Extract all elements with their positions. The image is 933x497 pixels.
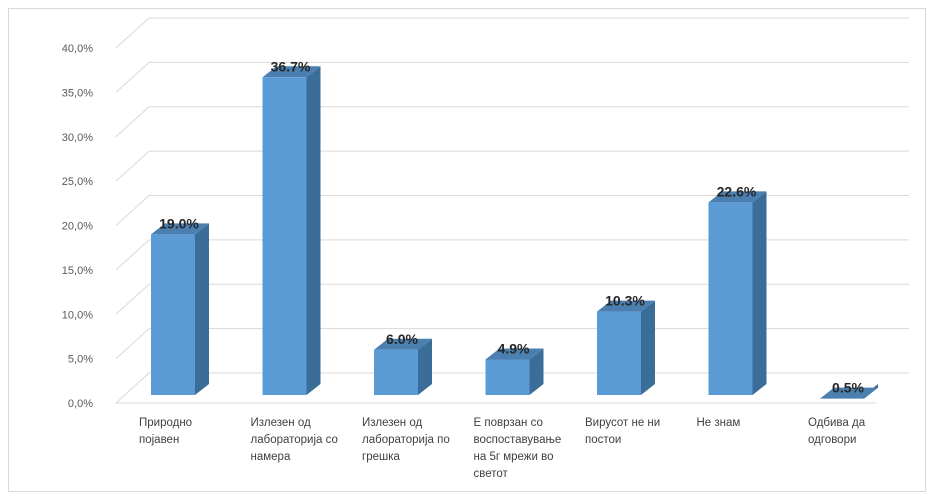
data-label: 4.9% xyxy=(498,341,530,357)
y-tick-label: 5,0% xyxy=(68,354,93,366)
category-label: Не знам xyxy=(697,417,741,429)
bar xyxy=(820,384,878,399)
category-label-line: грешка xyxy=(362,451,400,463)
chart-frame: 0,0% 5,0% 10,0% 15,0% 20,0% 25,0% 30,0% 35,0% 40… xyxy=(8,8,926,492)
y-tick-label: 35,0% xyxy=(62,87,93,99)
bars xyxy=(151,66,878,399)
data-label: 36.7% xyxy=(271,58,311,74)
gridline-diagonal xyxy=(115,17,150,49)
category-label-line: постои xyxy=(585,434,621,446)
bar-chart: 0,0% 5,0% 10,0% 15,0% 20,0% 25,0% 30,0% 35,0% 40… xyxy=(62,17,909,480)
category-label-line: Излезен од xyxy=(251,417,311,429)
category-label-line: лабораторија по xyxy=(362,434,450,446)
data-label: 0.5% xyxy=(832,380,864,396)
bar xyxy=(485,348,544,395)
x-axis-categories: Природно појавен Излезен од лабораторија со… xyxy=(139,417,866,480)
gridline-diagonal xyxy=(115,150,150,182)
y-tick-label: 25,0% xyxy=(62,176,93,188)
category-label-line: воспоставување xyxy=(474,434,562,446)
bar xyxy=(374,338,432,395)
bar-side xyxy=(306,66,321,395)
bar-side xyxy=(418,338,432,395)
category-label-line: Е поврзан со xyxy=(474,417,543,429)
category-label-line: Вирусот не ни xyxy=(585,417,660,429)
bar-front xyxy=(374,349,418,395)
bar-top xyxy=(151,223,209,235)
category-label: Е поврзан со воспоставување на 5г мрежи во… xyxy=(474,417,562,480)
y-tick-label: 0,0% xyxy=(68,398,93,410)
gridline-diagonal xyxy=(115,328,150,359)
bar-side xyxy=(752,191,767,395)
gridline-diagonal xyxy=(115,195,150,226)
y-tick-label: 15,0% xyxy=(62,265,93,277)
gridline-diagonal xyxy=(115,239,150,271)
bar-top xyxy=(262,66,321,78)
gridline-diagonal xyxy=(115,106,150,138)
category-label-line: Не знам xyxy=(697,417,741,429)
category-label-line: намера xyxy=(251,451,291,463)
bar-top xyxy=(374,338,432,350)
bar-front xyxy=(485,359,530,395)
bar-top xyxy=(485,348,544,360)
y-tick-label: 10,0% xyxy=(62,309,93,321)
bar-top xyxy=(820,387,878,399)
category-label: Одбива да одговори xyxy=(808,417,866,446)
data-label: 22.6% xyxy=(717,183,757,199)
bar xyxy=(708,191,767,395)
category-label-line: лабораторија со xyxy=(251,434,338,446)
category-label: Вирусот не ни постои xyxy=(585,417,660,446)
data-label: 6.0% xyxy=(386,331,418,347)
y-tick-label: 20,0% xyxy=(62,221,93,233)
bar-top xyxy=(597,300,655,312)
category-label-line: Излезен од xyxy=(362,417,422,429)
y-axis-ticks: 0,0% 5,0% 10,0% 15,0% 20,0% 25,0% 30,0% 35,0% 40… xyxy=(62,43,93,410)
data-label: 19.0% xyxy=(159,215,199,231)
category-label: Природно појавен xyxy=(139,417,192,446)
y-tick-label: 40,0% xyxy=(62,43,93,55)
bar xyxy=(262,66,321,395)
bar-side xyxy=(641,300,655,395)
y-tick-label: 30,0% xyxy=(62,132,93,144)
bar-side xyxy=(195,223,209,395)
bar-front xyxy=(262,77,307,395)
bar-top xyxy=(708,191,767,203)
bar-front xyxy=(151,234,195,395)
category-label: Излезен од лабораторија по грешка xyxy=(362,417,450,463)
gridline-diagonal xyxy=(115,62,150,93)
category-label-line: Природно xyxy=(139,417,192,429)
category-label-line: Одбива да xyxy=(808,417,866,429)
gridline-diagonal xyxy=(115,283,150,315)
bar-side xyxy=(529,348,544,395)
category-label: Излезен од лабораторија со намера xyxy=(251,417,338,463)
bar xyxy=(151,223,209,395)
bar-front xyxy=(708,202,753,395)
category-label-line: на 5г мрежи во xyxy=(474,451,554,463)
data-label: 10.3% xyxy=(605,293,645,309)
bar xyxy=(597,300,655,395)
category-label-line: појавен xyxy=(139,434,179,446)
data-labels: 19.0% 36.7% 6.0% 4.9% 10.3% 22.6% 0.5% xyxy=(159,58,864,395)
category-label-line: одговори xyxy=(808,434,856,446)
category-label-line: светот xyxy=(474,468,509,480)
gridline-diagonal xyxy=(115,372,150,404)
bar-front xyxy=(597,311,641,395)
